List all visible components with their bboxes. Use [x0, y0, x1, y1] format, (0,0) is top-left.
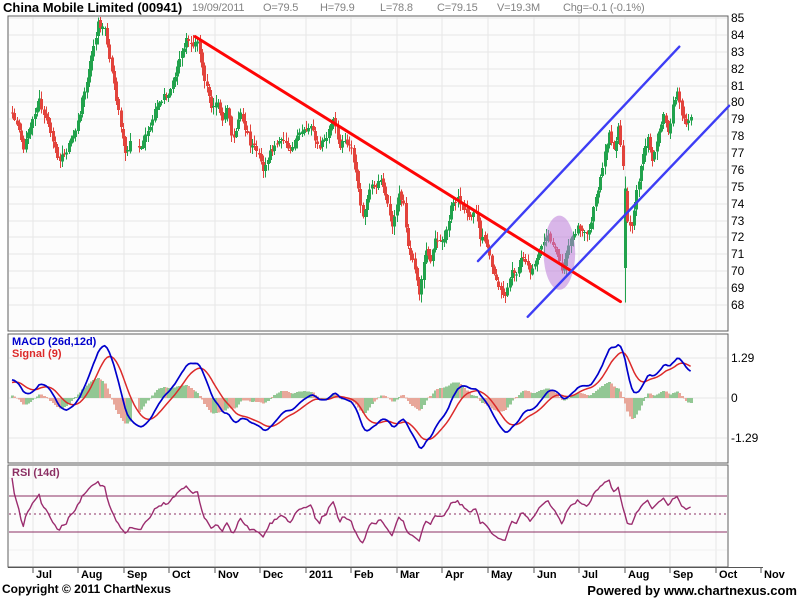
- quote-low: L=78.8: [380, 2, 413, 14]
- quote-open: O=79.5: [263, 2, 299, 14]
- quote-date: 19/09/2011: [192, 2, 245, 14]
- rsi-label: RSI (14d): [12, 467, 60, 479]
- copyright-label: Copyright © 2011 ChartNexus: [2, 582, 171, 596]
- quote-change: Chg=-0.1 (-0.1%): [563, 2, 645, 14]
- quote-volume: V=19.3M: [497, 2, 540, 14]
- instrument-title: China Mobile Limited (00941): [3, 0, 183, 15]
- quote-close: C=79.15: [437, 2, 478, 14]
- macd-label: MACD (26d,12d): [12, 336, 97, 348]
- quote-high: H=79.9: [320, 2, 355, 14]
- signal-label: Signal (9): [12, 348, 62, 360]
- powered-by-label: Powered by www.chartnexus.com: [587, 583, 797, 598]
